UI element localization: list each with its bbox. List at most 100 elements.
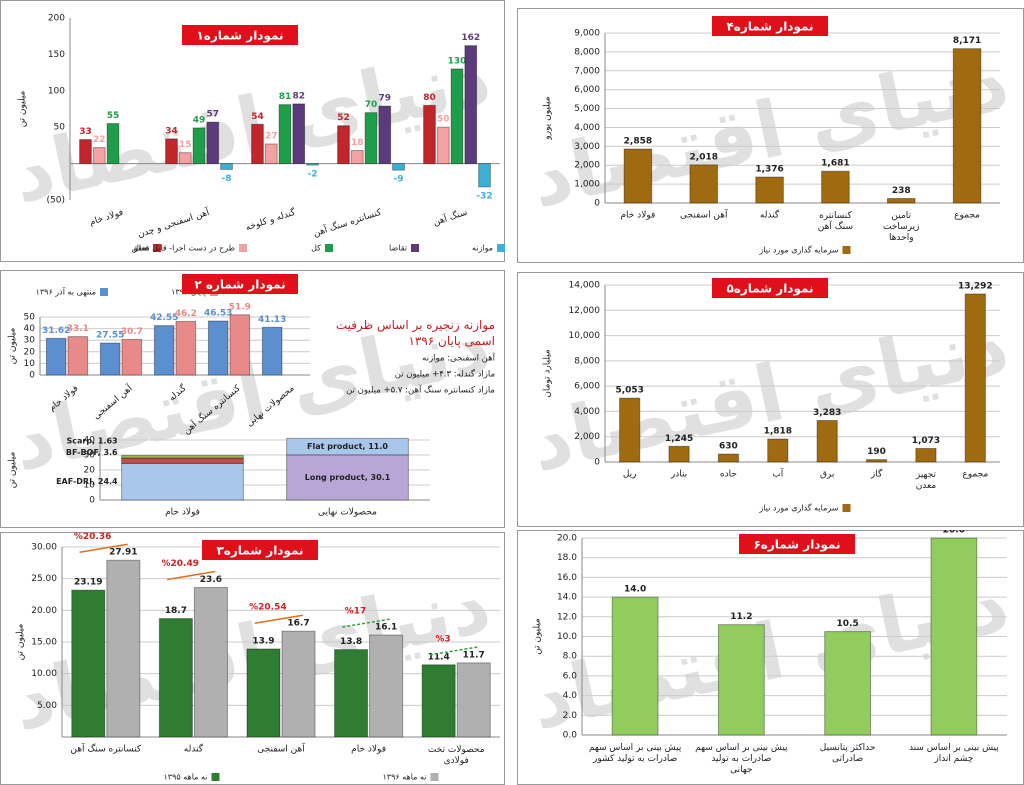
value-label: 52 — [337, 113, 350, 123]
x-tick-label: گندله — [184, 743, 204, 755]
value-label: 1,245 — [665, 434, 693, 444]
bar — [220, 163, 233, 170]
legend-swatch — [411, 244, 419, 252]
legend-label: منتهی به آذر ۱۳۹۶ — [36, 287, 96, 297]
bar — [611, 596, 659, 736]
x-tick-label: تجهیز معدن — [915, 470, 937, 491]
bar — [261, 326, 283, 376]
y-tick-label: 40 — [84, 436, 96, 446]
value-label: 130 — [448, 56, 467, 66]
x-tick-label: محصولات تخت فولادی — [428, 745, 485, 766]
x-tick-label: آهن اسفنجی — [680, 209, 728, 221]
y-tick-label: 1,000 — [574, 180, 600, 190]
y-tick-label: 14,000 — [569, 281, 601, 291]
bar — [153, 325, 175, 376]
y-tick-label: 10.0 — [557, 632, 577, 642]
bar — [158, 618, 193, 738]
y-tick-label: 150 — [48, 50, 65, 60]
x-tick-label: برق — [820, 470, 834, 480]
value-label: 23.6 — [200, 575, 222, 585]
chart-panel: دنیای اقتصاد5.0010.0015.0020.0025.0030.0… — [0, 532, 505, 785]
bar — [292, 103, 306, 165]
x-tick-label: فولاد خام — [165, 508, 200, 518]
growth-label: %20.54 — [249, 603, 287, 613]
legend-swatch — [842, 246, 851, 254]
y-tick-label: 3,000 — [574, 142, 600, 152]
bar — [952, 48, 982, 204]
bar — [207, 320, 229, 376]
y-tick-label: 8.0 — [563, 652, 578, 662]
y-tick-label: 0 — [594, 199, 600, 209]
y-tick-label: 40 — [24, 324, 36, 334]
value-label: 51.9 — [229, 302, 251, 312]
y-tick-label: 100 — [48, 86, 65, 96]
legend-label: تقاضا — [389, 244, 407, 253]
value-label: 13,292 — [958, 281, 993, 291]
bar — [67, 336, 89, 376]
growth-label: %3 — [435, 634, 450, 644]
title-box — [182, 274, 298, 294]
bar — [369, 634, 404, 738]
y-tick-label: 30 — [24, 336, 36, 346]
y-tick-label: 0 — [89, 496, 95, 506]
chart-title: نمودار شماره۶ — [753, 538, 840, 553]
value-label: 27 — [265, 131, 278, 141]
x-tick-label: گاز — [870, 468, 883, 480]
x-tick-label: حداکثر پتانسیل صادراتی — [820, 743, 876, 764]
y-tick-label: 20.0 — [557, 534, 577, 544]
x-tick-label: آهن اسفنجی — [257, 743, 305, 755]
bar — [106, 123, 120, 165]
value-label: 70 — [365, 100, 378, 110]
y-tick-label: 4.0 — [563, 691, 578, 701]
bar — [464, 45, 478, 165]
bar — [246, 648, 281, 738]
bar — [964, 293, 986, 463]
note: مازاد گندله: ۴.۳+ میلیون تن — [395, 369, 495, 380]
y-tick-label: 2,000 — [574, 432, 600, 442]
x-tick-label: مجموع — [962, 470, 988, 480]
y-tick-label: 20.00 — [31, 606, 57, 616]
value-label: -32 — [476, 191, 492, 201]
note: مازاد کنسانتره سنگ آهن: ۵.۷+ میلیون تن — [346, 384, 495, 396]
x-tick-label: کنسانتره سنگ آهن — [818, 211, 853, 232]
bar — [378, 105, 392, 165]
value-label: 80 — [423, 93, 436, 103]
bar — [337, 125, 350, 165]
value-label: 33 — [79, 127, 92, 137]
value-label: 27.55 — [96, 331, 124, 341]
panel-border — [517, 8, 1024, 263]
legend-label: فعال — [133, 244, 149, 253]
panel-border — [517, 272, 1024, 527]
chart-title: نمودار شماره۱ — [196, 29, 283, 44]
bar — [71, 589, 106, 738]
y-tick-label: 12.0 — [557, 612, 577, 622]
x-tick-label: مجموع — [954, 211, 980, 221]
value-label: 82 — [292, 91, 305, 101]
chart-panel: دنیای اقتصاد0.02.04.06.08.010.012.014.01… — [517, 530, 1024, 785]
bar — [121, 455, 244, 459]
value-label: 1,818 — [764, 427, 792, 437]
bar — [450, 68, 464, 165]
value-label: 16.7 — [287, 619, 309, 629]
y-tick-label: 30 — [84, 451, 96, 461]
y-axis-label: میلیون یورو — [543, 96, 553, 140]
value-label: 3,283 — [813, 408, 841, 418]
bar — [79, 139, 92, 165]
value-label: 18 — [351, 138, 364, 148]
bar — [264, 143, 278, 165]
y-axis-label: میلیون تن — [533, 618, 543, 655]
legend-swatch — [430, 773, 439, 781]
value-label: 33.1 — [67, 324, 89, 334]
bar — [717, 453, 740, 463]
value-label: -9 — [394, 175, 404, 185]
bar — [278, 104, 292, 165]
bar — [436, 126, 450, 165]
legend-swatch — [497, 244, 505, 252]
value-label: 5,053 — [615, 386, 643, 396]
y-tick-label: 10.00 — [31, 669, 57, 679]
x-tick-label: آب — [772, 468, 783, 480]
value-label: 20.0 — [943, 530, 965, 536]
value-label: 54 — [251, 112, 264, 122]
